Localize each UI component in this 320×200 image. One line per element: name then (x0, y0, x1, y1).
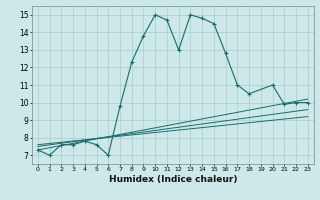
X-axis label: Humidex (Indice chaleur): Humidex (Indice chaleur) (108, 175, 237, 184)
